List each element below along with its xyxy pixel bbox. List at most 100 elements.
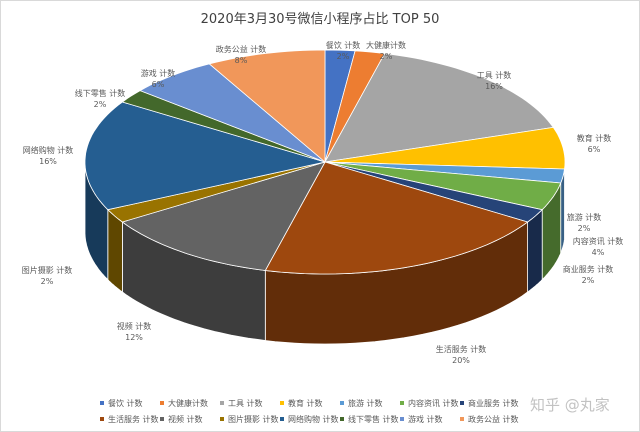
- data-label: 大健康计数 2%: [366, 40, 406, 62]
- pie-slice-side: [107, 208, 123, 293]
- legend-swatch-icon: [460, 401, 464, 405]
- data-label-percent: 12%: [125, 333, 143, 342]
- data-label: 商业服务 计数 2%: [563, 264, 614, 286]
- legend-swatch-icon: [340, 401, 344, 405]
- legend-swatch-icon: [400, 417, 404, 421]
- legend-label: 政务公益 计数: [468, 414, 519, 424]
- data-label-percent: 2%: [581, 276, 595, 285]
- legend-label: 工具 计数: [228, 398, 263, 408]
- data-label: 餐饮 计数 2%: [326, 40, 361, 62]
- legend-label: 视频 计数: [168, 414, 203, 424]
- legend-item[interactable]: 工具 计数: [220, 398, 280, 409]
- pie-slice[interactable]: [208, 49, 326, 163]
- data-label-category: 图片摄影 计数: [21, 266, 73, 275]
- legend-swatch-icon: [280, 417, 284, 421]
- legend-label: 图片摄影 计数: [228, 414, 279, 424]
- legend-swatch-icon: [460, 417, 464, 421]
- legend-swatch-icon: [100, 401, 104, 405]
- legend-label: 教育 计数: [288, 398, 323, 408]
- legend-label: 内容资讯 计数: [408, 398, 459, 408]
- data-label-category: 旅游 计数: [566, 213, 602, 222]
- legend-item[interactable]: 商业服务 计数: [460, 398, 520, 409]
- legend-item[interactable]: 餐饮 计数: [100, 398, 160, 409]
- legend-item[interactable]: 游戏 计数: [400, 414, 460, 425]
- chart-title: 2020年3月30号微信小程序占比 TOP 50: [200, 12, 440, 27]
- data-label-percent: 4%: [591, 248, 605, 257]
- legend-item[interactable]: 政务公益 计数: [460, 414, 520, 425]
- legend-item[interactable]: 内容资讯 计数: [400, 398, 460, 409]
- data-label: 游戏 计数 6%: [141, 68, 176, 90]
- legend-label: 生活服务 计数: [108, 414, 159, 424]
- legend-item[interactable]: 大健康计数: [160, 398, 220, 409]
- data-label-percent: 20%: [452, 356, 470, 365]
- pie-tops: [84, 49, 566, 275]
- data-label-category: 商业服务 计数: [562, 265, 614, 274]
- pie-slice[interactable]: [324, 53, 555, 163]
- legend-label: 旅游 计数: [348, 398, 383, 408]
- pie-slice[interactable]: [324, 126, 566, 170]
- data-label: 政务公益 计数 8%: [216, 44, 267, 66]
- legend-swatch-icon: [160, 401, 164, 405]
- legend-swatch-icon: [100, 417, 104, 421]
- pie-slice[interactable]: [139, 63, 326, 163]
- pie-slice[interactable]: [121, 161, 326, 271]
- legend-item[interactable]: 旅游 计数: [340, 398, 400, 409]
- data-label: 旅游 计数 2%: [567, 212, 602, 234]
- data-label: 视频 计数 12%: [117, 321, 152, 343]
- legend-item[interactable]: 生活服务 计数: [100, 414, 160, 425]
- data-label: 生活服务 计数 20%: [436, 344, 487, 366]
- data-label: 图片摄影 计数 2%: [22, 265, 73, 287]
- data-label: 内容资讯 计数 4%: [573, 236, 624, 258]
- data-label-percent: 6%: [151, 80, 165, 89]
- data-label-category: 教育 计数: [576, 134, 612, 143]
- data-label-percent: 2%: [93, 100, 107, 109]
- data-label-category: 大健康计数: [366, 41, 406, 50]
- legend-row: 生活服务 计数 视频 计数 图片摄影 计数 网络购物 计数 线下零售 计数 游戏 计数 政务…: [100, 411, 520, 427]
- legend: 餐饮 计数 大健康计数 工具 计数 教育 计数 旅游 计数 内容资讯 计数 商业服务 计数 …: [100, 395, 520, 427]
- legend-label: 游戏 计数: [408, 414, 443, 424]
- legend-label: 网络购物 计数: [288, 414, 339, 424]
- legend-label: 餐饮 计数: [108, 398, 143, 408]
- pie-slice[interactable]: [264, 161, 529, 275]
- legend-item[interactable]: 视频 计数: [160, 414, 220, 425]
- data-label-percent: 2%: [40, 277, 54, 286]
- legend-swatch-icon: [160, 417, 164, 421]
- data-label-percent: 2%: [379, 52, 393, 61]
- legend-swatch-icon: [220, 401, 224, 405]
- watermark: 知乎 @丸家: [530, 396, 610, 414]
- data-label-percent: 2%: [577, 224, 591, 233]
- data-label-percent: 8%: [234, 56, 248, 65]
- data-label-percent: 16%: [485, 82, 503, 91]
- data-label-percent: 16%: [39, 157, 57, 166]
- legend-item[interactable]: 网络购物 计数: [280, 414, 340, 425]
- data-label-category: 餐饮 计数: [325, 41, 361, 50]
- pie-slice[interactable]: [84, 101, 326, 211]
- pie-slice-side: [527, 208, 543, 293]
- legend-label: 线下零售 计数: [348, 414, 399, 424]
- legend-swatch-icon: [220, 417, 224, 421]
- legend-row: 餐饮 计数 大健康计数 工具 计数 教育 计数 旅游 计数 内容资讯 计数 商业服务 计数: [100, 395, 520, 411]
- data-label-category: 网络购物 计数: [22, 146, 74, 155]
- data-label-category: 线下零售 计数: [74, 89, 126, 98]
- pie-slice[interactable]: [324, 161, 562, 211]
- data-label-category: 政务公益 计数: [215, 45, 267, 54]
- data-label-category: 内容资讯 计数: [572, 237, 624, 246]
- legend-swatch-icon: [340, 417, 344, 421]
- legend-swatch-icon: [400, 401, 404, 405]
- data-label-category: 工具 计数: [476, 71, 512, 80]
- data-label: 线下零售 计数 2%: [75, 88, 126, 110]
- legend-label: 商业服务 计数: [468, 398, 519, 408]
- legend-item[interactable]: 线下零售 计数: [340, 414, 400, 425]
- legend-label: 大健康计数: [168, 398, 208, 408]
- data-label-category: 游戏 计数: [140, 69, 176, 78]
- legend-item[interactable]: 教育 计数: [280, 398, 340, 409]
- data-label: 网络购物 计数 16%: [23, 145, 74, 167]
- legend-item[interactable]: 图片摄影 计数: [220, 414, 280, 425]
- legend-swatch-icon: [280, 401, 284, 405]
- data-label-percent: 6%: [587, 145, 601, 154]
- data-label: 教育 计数 6%: [577, 133, 612, 155]
- data-label-category: 生活服务 计数: [435, 345, 487, 354]
- data-label-category: 视频 计数: [116, 322, 152, 331]
- data-label-percent: 2%: [336, 52, 350, 61]
